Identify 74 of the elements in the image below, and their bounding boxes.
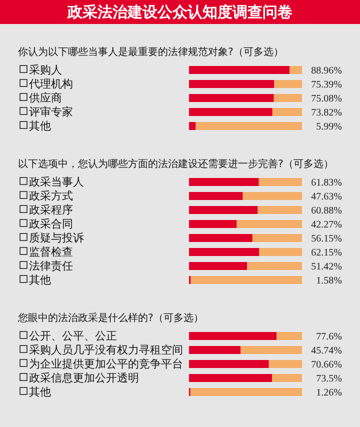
- bar: [189, 248, 260, 256]
- y-tick-label: 为企业提供更加公平的竞争平台: [29, 358, 183, 370]
- data-label: 70.66%: [311, 360, 342, 370]
- bar: [189, 374, 272, 382]
- bar: [247, 262, 302, 270]
- y-tick-label: 采购人: [29, 64, 62, 76]
- data-label: 45.74%: [311, 346, 342, 356]
- y-tick-label: 其他: [29, 386, 51, 398]
- bar: [196, 122, 302, 130]
- y-tick-label: 评审专家: [29, 106, 73, 118]
- data-label: 47.63%: [311, 192, 342, 202]
- bar: [242, 192, 302, 200]
- data-label: 5.99%: [316, 122, 342, 132]
- bar: [189, 332, 277, 340]
- y-tick-label: 政采信息更加公开透明: [29, 372, 139, 384]
- bar: [272, 374, 302, 382]
- bar: [258, 206, 302, 214]
- bar: [190, 276, 302, 284]
- y-tick-label: 其他: [29, 274, 51, 286]
- bar: [189, 80, 274, 88]
- bar: [252, 234, 302, 242]
- bar: [258, 178, 302, 186]
- bar: [189, 262, 248, 270]
- data-label: 1.58%: [316, 276, 342, 286]
- bar: [189, 234, 252, 242]
- y-tick-label: 其他: [29, 120, 51, 132]
- bar: [276, 332, 302, 340]
- y-tick-label: 供应商: [29, 92, 62, 104]
- chart-title: 政采法治建设公众认知度调查问卷: [66, 3, 292, 21]
- y-tick-label: 质疑与投诉: [29, 232, 84, 244]
- bar: [274, 94, 302, 102]
- y-tick-label: 监督检查: [29, 246, 73, 258]
- bar: [189, 220, 237, 228]
- bar: [189, 192, 243, 200]
- bar: [268, 360, 302, 368]
- bar: [236, 220, 302, 228]
- y-tick-label: 代理机构: [28, 78, 73, 90]
- y-tick-label: 政采方式: [29, 190, 73, 202]
- data-label: 88.96%: [311, 66, 342, 76]
- y-tick-label: 政采合同: [29, 218, 73, 230]
- data-label: 60.88%: [311, 206, 342, 216]
- bar: [189, 108, 272, 116]
- bar: [240, 346, 302, 354]
- bar: [274, 80, 302, 88]
- y-tick-label: 政采当事人: [29, 176, 84, 188]
- bar: [290, 66, 302, 74]
- bar: [189, 178, 259, 186]
- data-label: 73.5%: [316, 374, 342, 384]
- data-label: 61.83%: [311, 178, 342, 188]
- data-label: 77.6%: [316, 332, 342, 342]
- bar: [189, 94, 274, 102]
- y-tick-label: 公开、公平、公正: [29, 330, 117, 342]
- bar: [259, 248, 302, 256]
- data-label: 56.15%: [311, 234, 342, 244]
- bar: [189, 206, 258, 214]
- y-tick-label: 政采程序: [29, 204, 73, 216]
- chart-subtitle: 您眼中的法治政采是什么样的?（可多选）: [17, 312, 204, 324]
- y-tick-label: 采购人员几乎没有权力寻租空间: [29, 344, 183, 356]
- bar: [189, 66, 290, 74]
- data-label: 42.27%: [311, 220, 342, 230]
- data-label: 62.15%: [311, 248, 342, 258]
- bar: [189, 360, 269, 368]
- data-label: 73.82%: [311, 108, 342, 118]
- data-label: 51.42%: [311, 262, 342, 272]
- bar: [189, 122, 196, 130]
- bar: [272, 108, 302, 116]
- data-label: 75.39%: [311, 80, 342, 90]
- y-tick-label: 法律责任: [29, 260, 73, 272]
- data-label: 1.26%: [316, 388, 342, 398]
- bar: [189, 346, 241, 354]
- chart-subtitle: 你认为以下哪些当事人是最重要的法律规范对象?（可多选）: [18, 46, 284, 58]
- chart-subtitle: 以下选项中，您认为哪些方面的法治建设还需要进一步完善?（可多选）: [18, 158, 334, 170]
- data-label: 75.08%: [311, 94, 342, 104]
- bar: [190, 388, 302, 396]
